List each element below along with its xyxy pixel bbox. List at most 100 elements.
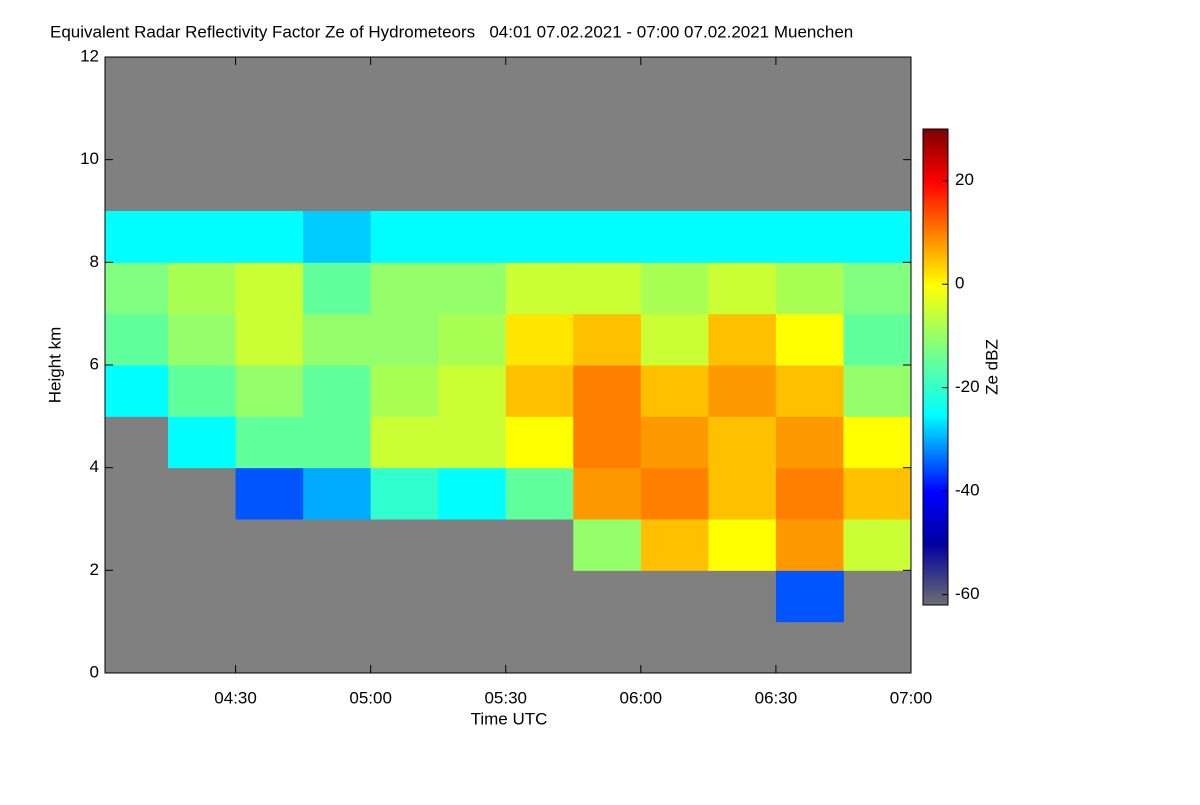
colorbar-segment xyxy=(923,479,948,482)
heatmap-cell xyxy=(775,570,844,623)
colorbar-segment xyxy=(923,169,948,172)
colorbar-segment xyxy=(923,481,948,484)
colorbar-segment xyxy=(923,373,948,376)
heatmap-cell xyxy=(775,365,844,417)
colorbar-segment xyxy=(923,305,948,308)
colorbar-segment xyxy=(923,251,948,254)
heatmap-cell xyxy=(370,467,439,520)
y-tick-label: 2 xyxy=(90,560,99,579)
colorbar-segment xyxy=(923,319,948,322)
colorbar-segment xyxy=(923,459,948,462)
colorbar-segment xyxy=(923,371,948,374)
colorbar-segment xyxy=(923,227,948,230)
colorbar-segment xyxy=(923,315,948,318)
colorbar-segment xyxy=(923,379,948,382)
colorbar-segment xyxy=(923,493,948,496)
colorbar-segment xyxy=(923,155,948,158)
colorbar-segment xyxy=(923,421,948,424)
colorbar-segment xyxy=(923,161,948,164)
x-tick-label: 04:30 xyxy=(214,688,257,707)
colorbar-segment xyxy=(923,247,948,250)
colorbar-segment xyxy=(923,603,948,606)
y-tick-label: 8 xyxy=(90,252,99,271)
colorbar-segment xyxy=(923,581,948,584)
colorbar-segment xyxy=(923,535,948,538)
colorbar-segment xyxy=(923,425,948,428)
colorbar-segment xyxy=(923,335,948,338)
colorbar-segment xyxy=(923,235,948,238)
colorbar-segment xyxy=(923,419,948,422)
colorbar-segment xyxy=(923,271,948,274)
heatmap-cell xyxy=(775,313,844,366)
colorbar-segment xyxy=(923,431,948,434)
colorbar-segment xyxy=(923,553,948,556)
colorbar-segment xyxy=(923,563,948,566)
colorbar-segment xyxy=(923,211,948,214)
heatmap-cell xyxy=(235,262,304,315)
colorbar-segment xyxy=(923,411,948,414)
colorbar-segment xyxy=(923,557,948,560)
colorbar-label: Ze dBZ xyxy=(982,339,1001,395)
colorbar-segment xyxy=(923,135,948,138)
colorbar-segment xyxy=(923,195,948,198)
colorbar-segment xyxy=(923,437,948,440)
heatmap-cell xyxy=(640,313,709,366)
colorbar-segment xyxy=(923,321,948,324)
colorbar-segment xyxy=(923,337,948,340)
colorbar-segment xyxy=(923,549,948,552)
heatmap-cell xyxy=(235,365,304,417)
colorbar-segment xyxy=(923,253,948,256)
colorbar-segment xyxy=(923,203,948,206)
colorbar-segment xyxy=(923,213,948,216)
colorbar-segment xyxy=(923,317,948,320)
heatmap-cell xyxy=(640,416,709,469)
heatmap-cell xyxy=(708,416,777,469)
colorbar-segment xyxy=(923,229,948,232)
colorbar-segment xyxy=(923,433,948,436)
colorbar-segment xyxy=(923,443,948,446)
heatmap-cell xyxy=(843,211,912,263)
colorbar-segment xyxy=(923,597,948,600)
colorbar-segment xyxy=(923,519,948,522)
colorbar-segment xyxy=(923,269,948,272)
heatmap-cell xyxy=(775,467,844,520)
y-tick-label: 4 xyxy=(90,457,99,476)
heatmap-cell xyxy=(438,416,507,469)
colorbar-segment xyxy=(923,543,948,546)
heatmap-cell xyxy=(235,416,304,469)
colorbar-segment xyxy=(923,301,948,304)
colorbar-segment xyxy=(923,455,948,458)
colorbar-segment xyxy=(923,349,948,352)
heatmap-cell xyxy=(775,416,844,469)
colorbar-segment xyxy=(923,487,948,490)
colorbar-segment xyxy=(923,389,948,392)
colorbar-segment xyxy=(923,467,948,470)
colorbar-segment xyxy=(923,571,948,574)
colorbar-segment xyxy=(923,181,948,184)
colorbar-segment xyxy=(923,189,948,192)
colorbar-segment xyxy=(923,529,948,532)
colorbar-segment xyxy=(923,381,948,384)
colorbar-segment xyxy=(923,555,948,558)
colorbar-tick-label: 20 xyxy=(955,170,974,189)
colorbar-segment xyxy=(923,531,948,534)
colorbar-segment xyxy=(923,461,948,464)
x-tick-label: 05:30 xyxy=(484,688,527,707)
heatmap-cell xyxy=(843,313,912,366)
colorbar-segment xyxy=(923,365,948,368)
colorbar-segment xyxy=(923,593,948,596)
colorbar-segment xyxy=(923,451,948,454)
colorbar-segment xyxy=(923,309,948,312)
colorbar-segment xyxy=(923,325,948,328)
colorbar-segment xyxy=(923,141,948,144)
heatmap-cell xyxy=(640,211,709,263)
colorbar-segment xyxy=(923,187,948,190)
colorbar-segment xyxy=(923,185,948,188)
heatmap-cell xyxy=(708,365,777,417)
heatmap-cell xyxy=(708,519,777,571)
y-tick-label: 0 xyxy=(90,662,99,681)
colorbar-segment xyxy=(923,329,948,332)
colorbar-segment xyxy=(923,331,948,334)
colorbar-segment xyxy=(923,171,948,174)
